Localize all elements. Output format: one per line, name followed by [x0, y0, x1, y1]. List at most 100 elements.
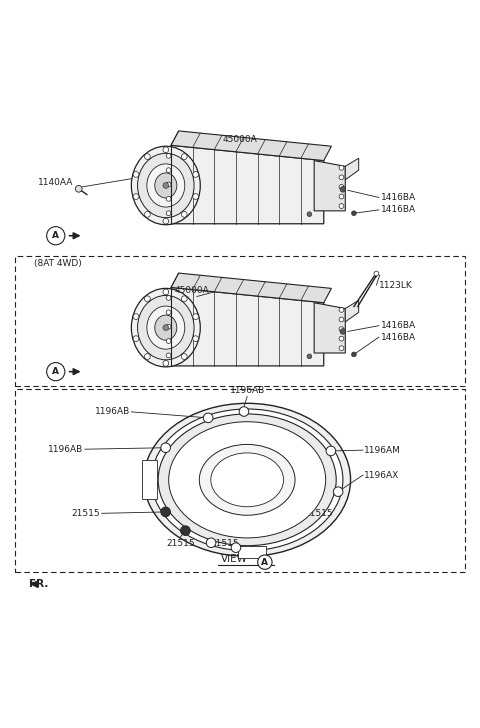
Polygon shape: [171, 273, 331, 303]
Text: 1416BA: 1416BA: [381, 193, 416, 202]
Circle shape: [161, 443, 170, 453]
Circle shape: [161, 507, 170, 517]
Ellipse shape: [138, 296, 194, 360]
Text: 21515: 21515: [72, 509, 100, 518]
Text: 1196AB: 1196AB: [95, 408, 130, 416]
Circle shape: [307, 212, 312, 217]
Text: 1196AB: 1196AB: [48, 445, 84, 454]
FancyBboxPatch shape: [15, 389, 465, 572]
Text: A: A: [52, 232, 59, 240]
Circle shape: [133, 194, 139, 199]
Circle shape: [340, 186, 346, 192]
Text: 45000A: 45000A: [175, 285, 209, 295]
Circle shape: [231, 543, 240, 553]
Circle shape: [340, 328, 346, 334]
Circle shape: [133, 336, 139, 341]
Circle shape: [339, 346, 344, 351]
Ellipse shape: [155, 315, 177, 340]
Circle shape: [166, 211, 171, 215]
Circle shape: [166, 197, 171, 201]
Ellipse shape: [138, 154, 194, 218]
Circle shape: [339, 327, 344, 331]
Text: 1140AA: 1140AA: [38, 178, 73, 187]
Polygon shape: [314, 303, 345, 353]
Circle shape: [166, 296, 171, 301]
Polygon shape: [345, 301, 359, 322]
Ellipse shape: [155, 173, 177, 198]
Circle shape: [339, 204, 344, 208]
Text: 21515: 21515: [166, 539, 194, 547]
Circle shape: [181, 354, 187, 360]
Circle shape: [166, 339, 171, 344]
Circle shape: [307, 354, 312, 359]
Circle shape: [339, 307, 344, 312]
Circle shape: [163, 325, 168, 331]
Circle shape: [163, 289, 168, 295]
Circle shape: [339, 194, 344, 199]
Polygon shape: [171, 288, 324, 366]
Ellipse shape: [158, 414, 336, 546]
Ellipse shape: [211, 453, 284, 507]
Text: 1196AB: 1196AB: [229, 386, 265, 395]
FancyBboxPatch shape: [143, 460, 157, 499]
FancyBboxPatch shape: [238, 546, 266, 558]
Circle shape: [166, 324, 171, 329]
Circle shape: [339, 317, 344, 322]
Ellipse shape: [147, 306, 185, 349]
Text: 21515: 21515: [210, 539, 239, 547]
Circle shape: [193, 314, 199, 320]
Polygon shape: [171, 131, 331, 161]
Circle shape: [47, 226, 65, 245]
Circle shape: [166, 182, 171, 187]
Text: 21515: 21515: [305, 509, 333, 518]
Circle shape: [204, 413, 213, 423]
Circle shape: [339, 184, 344, 189]
Ellipse shape: [132, 146, 200, 225]
Circle shape: [163, 183, 168, 189]
Circle shape: [193, 336, 199, 341]
Circle shape: [181, 212, 187, 217]
Circle shape: [75, 186, 82, 192]
Text: (8AT 4WD): (8AT 4WD): [34, 259, 82, 268]
Circle shape: [351, 352, 356, 357]
Ellipse shape: [132, 288, 200, 367]
Text: 1416BA: 1416BA: [381, 333, 416, 341]
Circle shape: [193, 194, 199, 199]
Circle shape: [163, 360, 168, 366]
Text: 45000A: 45000A: [223, 135, 257, 144]
FancyBboxPatch shape: [15, 256, 465, 386]
Circle shape: [144, 354, 150, 360]
Circle shape: [334, 487, 343, 496]
Ellipse shape: [152, 409, 343, 550]
Circle shape: [47, 363, 65, 381]
Text: A: A: [262, 558, 268, 566]
Ellipse shape: [199, 444, 295, 515]
Circle shape: [339, 336, 344, 341]
Circle shape: [144, 212, 150, 217]
Text: 1196AX: 1196AX: [364, 470, 400, 480]
Polygon shape: [314, 161, 345, 211]
Text: FR.: FR.: [29, 579, 49, 589]
Circle shape: [339, 165, 344, 170]
Circle shape: [374, 271, 379, 276]
Circle shape: [181, 296, 187, 301]
Ellipse shape: [168, 422, 325, 538]
Circle shape: [181, 154, 187, 159]
Circle shape: [166, 154, 171, 158]
Circle shape: [166, 310, 171, 314]
Circle shape: [166, 167, 171, 173]
Circle shape: [144, 154, 150, 159]
Polygon shape: [171, 146, 324, 223]
Circle shape: [163, 218, 168, 224]
Circle shape: [180, 526, 190, 535]
Ellipse shape: [147, 164, 185, 207]
Circle shape: [166, 353, 171, 357]
Circle shape: [163, 147, 168, 153]
Text: 1123LK: 1123LK: [379, 280, 412, 290]
Text: 1416BA: 1416BA: [381, 205, 416, 214]
Circle shape: [144, 296, 150, 301]
Text: 1196AM: 1196AM: [364, 446, 401, 455]
Text: VIEW: VIEW: [221, 554, 248, 564]
Circle shape: [239, 407, 249, 416]
Circle shape: [339, 175, 344, 180]
